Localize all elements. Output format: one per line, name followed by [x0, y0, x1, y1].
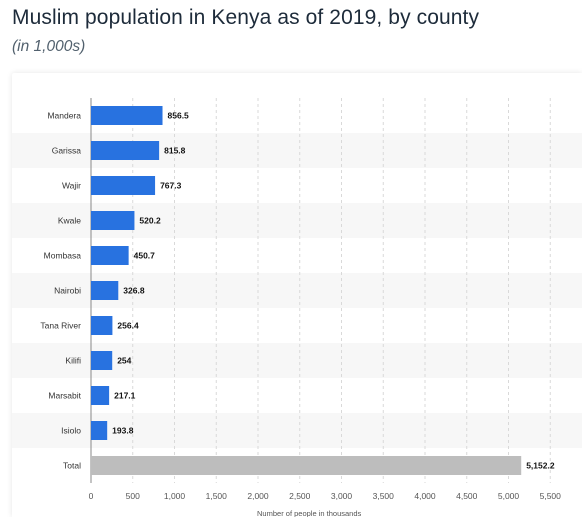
value-label: 217.1	[114, 391, 136, 401]
bar	[91, 211, 135, 230]
x-tick-label: 3,000	[331, 491, 353, 501]
bars	[91, 106, 522, 475]
bar	[91, 246, 129, 265]
bar	[91, 316, 113, 335]
value-label: 326.8	[123, 286, 145, 296]
x-tick-label: 5,500	[540, 491, 562, 501]
category-label: Garissa	[52, 146, 82, 156]
chart-subtitle: (in 1,000s)	[12, 38, 86, 55]
x-tick-labels: 0 500 1,000 1,500 2,000 2,500 3,000 3,500 4,000 4…	[89, 491, 562, 501]
x-tick-label: 4,500	[456, 491, 478, 501]
category-labels: Mandera Garissa Wajir Kwale Mombasa Nairobi Ta…	[40, 111, 81, 471]
category-label: Total	[63, 461, 81, 471]
category-label: Tana River	[40, 321, 81, 331]
bar	[91, 106, 163, 125]
chart-title: Muslim population in Kenya as of 2019, b…	[12, 6, 480, 29]
x-tick-label: 1,500	[206, 491, 228, 501]
value-label: 520.2	[139, 216, 161, 226]
x-tick-label: 3,500	[373, 491, 395, 501]
category-label: Nairobi	[54, 286, 81, 296]
x-tick-label: 500	[126, 491, 140, 501]
x-tick-label: 0	[89, 491, 94, 501]
category-label: Isiolo	[61, 426, 81, 436]
category-label: Kilifi	[65, 356, 81, 366]
value-label: 193.8	[112, 426, 134, 436]
value-label: 5,152.2	[526, 461, 555, 471]
value-label: 815.8	[164, 146, 186, 156]
value-label: 256.4	[117, 321, 139, 331]
x-tick-label: 1,000	[164, 491, 186, 501]
category-label: Marsabit	[48, 391, 81, 401]
bar-chart: Mandera Garissa Wajir Kwale Mombasa Nairobi Ta…	[12, 98, 582, 517]
category-label: Mandera	[47, 111, 81, 121]
x-tick-label: 2,000	[247, 491, 269, 501]
bar	[91, 386, 110, 405]
x-axis-title: Number of people in thousands	[257, 509, 361, 517]
x-tick-label: 4,000	[414, 491, 436, 501]
x-tick-label: 2,500	[289, 491, 311, 501]
bar	[91, 421, 108, 440]
value-label: 450.7	[134, 251, 156, 261]
value-label: 856.5	[168, 111, 190, 121]
value-label: 767.3	[160, 181, 182, 191]
bar	[91, 141, 160, 160]
category-label: Wajir	[62, 181, 81, 191]
bar	[91, 351, 113, 370]
chart-card: Mandera Garissa Wajir Kwale Mombasa Nairobi Ta…	[12, 73, 582, 517]
value-label: 254	[117, 356, 131, 366]
bar	[91, 176, 156, 195]
total-bar	[91, 456, 522, 475]
bar	[91, 281, 119, 300]
value-labels: 856.5 815.8 767.3 520.2 450.7 326.8 256.4 254 21…	[112, 111, 555, 471]
category-label: Kwale	[58, 216, 81, 226]
x-tick-label: 5,000	[498, 491, 520, 501]
category-label: Mombasa	[44, 251, 82, 261]
